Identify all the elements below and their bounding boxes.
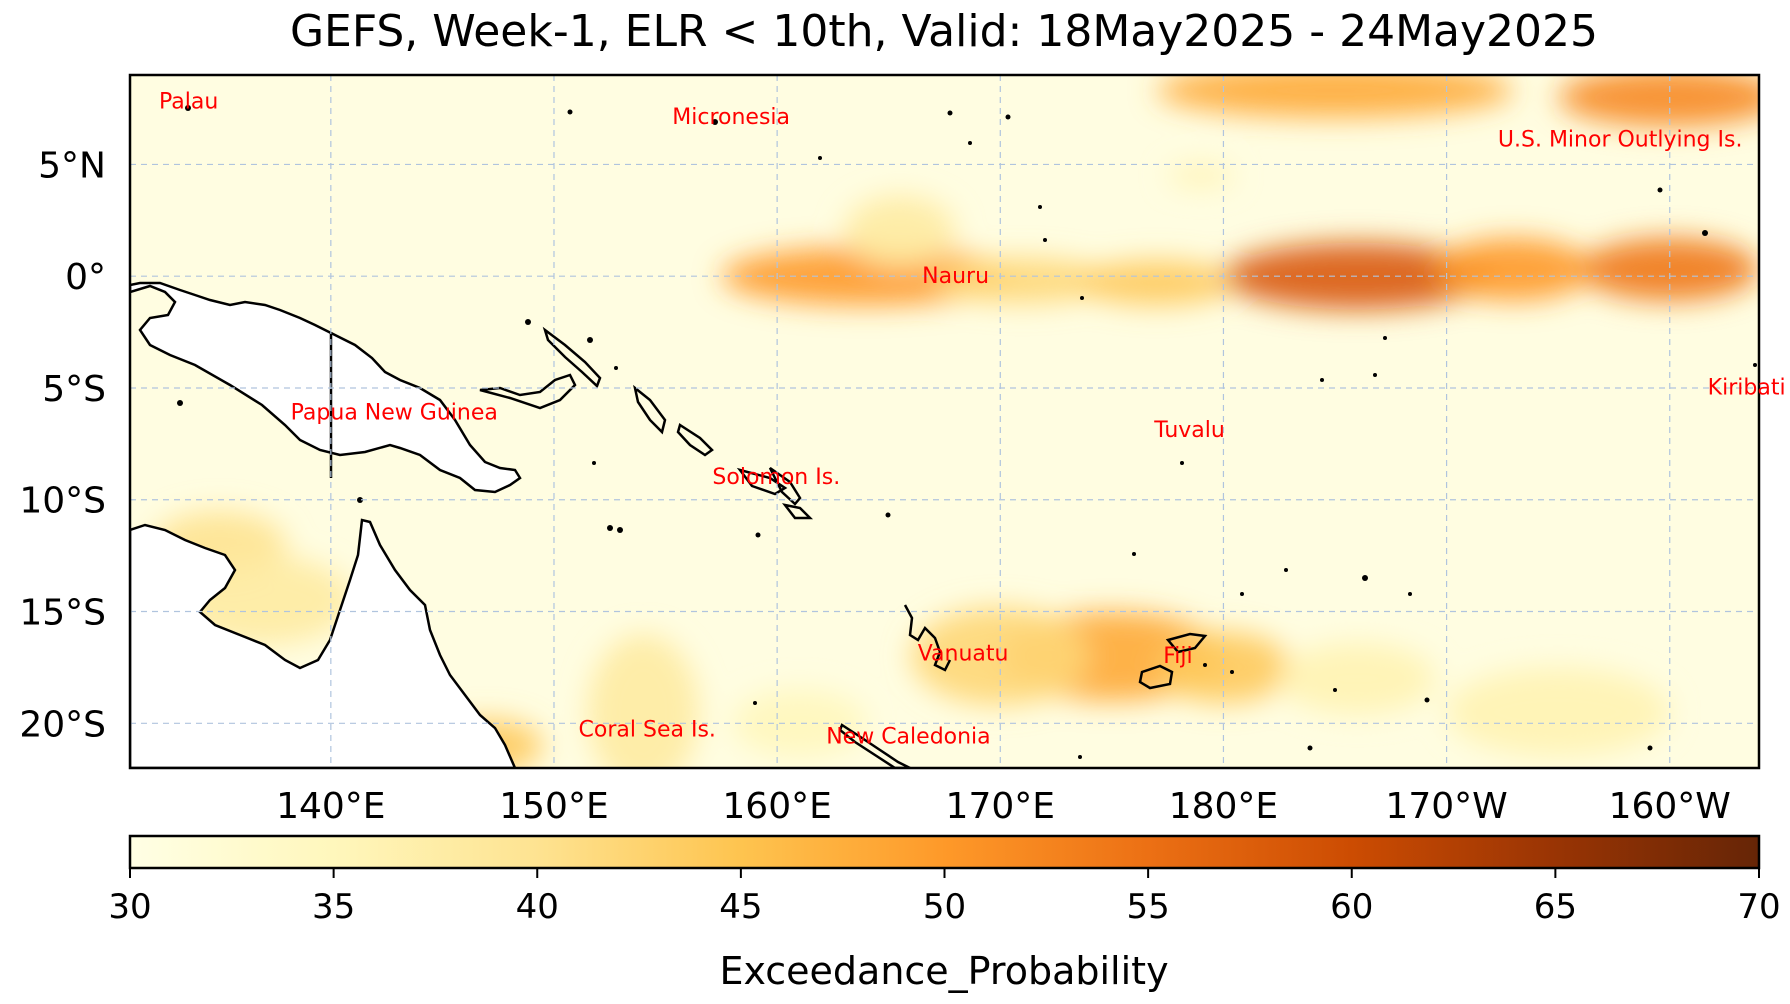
place-label: U.S. Minor Outlying Is. <box>1498 128 1743 153</box>
colorbar-tick-label: 60 <box>1330 887 1373 927</box>
probability-band-19 <box>732 689 867 757</box>
probability-band-7 <box>1156 75 1514 118</box>
place-label: Nauru <box>922 264 989 289</box>
place-label: Papua New Guinea <box>291 400 498 425</box>
colorbar-bar <box>128 834 1761 870</box>
probability-band-13 <box>1279 642 1436 715</box>
probability-band-11 <box>911 607 1090 706</box>
colorbar-tick-label: 45 <box>719 887 762 927</box>
longitude-ticks: 140°E 150°E 160°E 170°E 180°E 170°W 160°W <box>276 786 1731 827</box>
colorbar-tick-label: 35 <box>312 887 355 927</box>
probability-band-15 <box>587 633 700 768</box>
place-label: Micronesia <box>672 105 790 130</box>
solomon-islands-1 <box>633 384 667 435</box>
lon-tick-label: 150°E <box>499 786 608 827</box>
vanuatu-islands <box>903 604 952 672</box>
new-guinea-coast <box>130 281 522 494</box>
solomon-islands-5 <box>781 503 814 520</box>
place-label: Kiribati <box>1708 376 1786 401</box>
probability-band-2 <box>1078 260 1235 306</box>
place-label: Fiji <box>1163 644 1192 669</box>
lon-tick-label: 170°E <box>946 786 1055 827</box>
lon-tick-label: 160°W <box>1609 786 1731 827</box>
fiji-viti-levu <box>1138 664 1174 690</box>
new-ireland <box>542 326 602 389</box>
colorbar-tick-label: 50 <box>923 887 966 927</box>
place-label: Vanuatu <box>918 642 1009 667</box>
solomon-islands-3 <box>736 467 788 496</box>
place-label: Tuvalu <box>1153 418 1225 443</box>
new-caledonia <box>838 723 911 768</box>
new-britain <box>479 373 577 410</box>
colorbar-tick-label: 40 <box>516 887 559 927</box>
lon-tick-label: 170°W <box>1385 786 1507 827</box>
solomon-islands-2 <box>676 423 714 457</box>
map-frame <box>128 73 1761 770</box>
colorbar-ticks: 30 35 40 45 50 55 60 65 70 <box>108 868 1781 927</box>
probability-band-5 <box>1580 238 1759 301</box>
probability-band-9 <box>1167 164 1235 187</box>
colorbar-tick-label: 55 <box>1126 887 1169 927</box>
place-label: Solomon Is. <box>712 465 840 490</box>
place-label: Coral Sea Is. <box>579 718 716 743</box>
latitude-ticks: 5°N 0° 5°S 10°S 15°S 20°S <box>19 145 106 745</box>
map-panel: 5°N 0° 5°S 10°S 15°S 20°S 140°E 150°E 160°E 170°… <box>19 73 1786 827</box>
colorbar-label: Exceedance_Probability <box>719 949 1168 993</box>
small-islands <box>177 105 1757 759</box>
place-labels: Palau Micronesia U.S. Minor Outlying Is. Na… <box>159 90 1786 750</box>
probability-band-14 <box>1446 667 1670 757</box>
lat-tick-label: 5°S <box>42 369 106 410</box>
colorbar-tick-label: 70 <box>1737 887 1780 927</box>
australia-coast <box>130 518 517 768</box>
lat-tick-label: 0° <box>65 257 106 298</box>
solomon-islands-4 <box>768 466 802 506</box>
probability-band-8 <box>1558 75 1759 127</box>
gridlines <box>130 75 1759 768</box>
probability-band-1 <box>933 258 1112 304</box>
lat-tick-label: 10°S <box>19 481 106 522</box>
probability-band-3 <box>1223 242 1492 310</box>
lat-tick-label: 20°S <box>19 704 106 745</box>
chart-title: GEFS, Week-1, ELR < 10th, Valid: 18May20… <box>290 6 1598 57</box>
lat-tick-label: 15°S <box>19 593 106 634</box>
colorbar: 30 35 40 45 50 55 60 65 70 Exceedance_Probabilit… <box>108 834 1781 993</box>
probability-band-0 <box>721 247 1012 306</box>
lon-tick-label: 160°E <box>722 786 831 827</box>
place-label: New Caledonia <box>826 724 990 749</box>
fiji-vanua-levu <box>1165 632 1208 654</box>
probability-band-4 <box>1435 238 1592 301</box>
lon-tick-label: 140°E <box>276 786 385 827</box>
place-label: Palau <box>159 90 218 115</box>
colorbar-tick-label: 65 <box>1534 887 1577 927</box>
probability-band-6 <box>844 195 956 268</box>
probability-field <box>152 75 1759 768</box>
colorbar-tick-label: 30 <box>108 887 151 927</box>
lat-tick-label: 5°N <box>38 145 106 186</box>
lon-tick-label: 180°E <box>1169 786 1278 827</box>
